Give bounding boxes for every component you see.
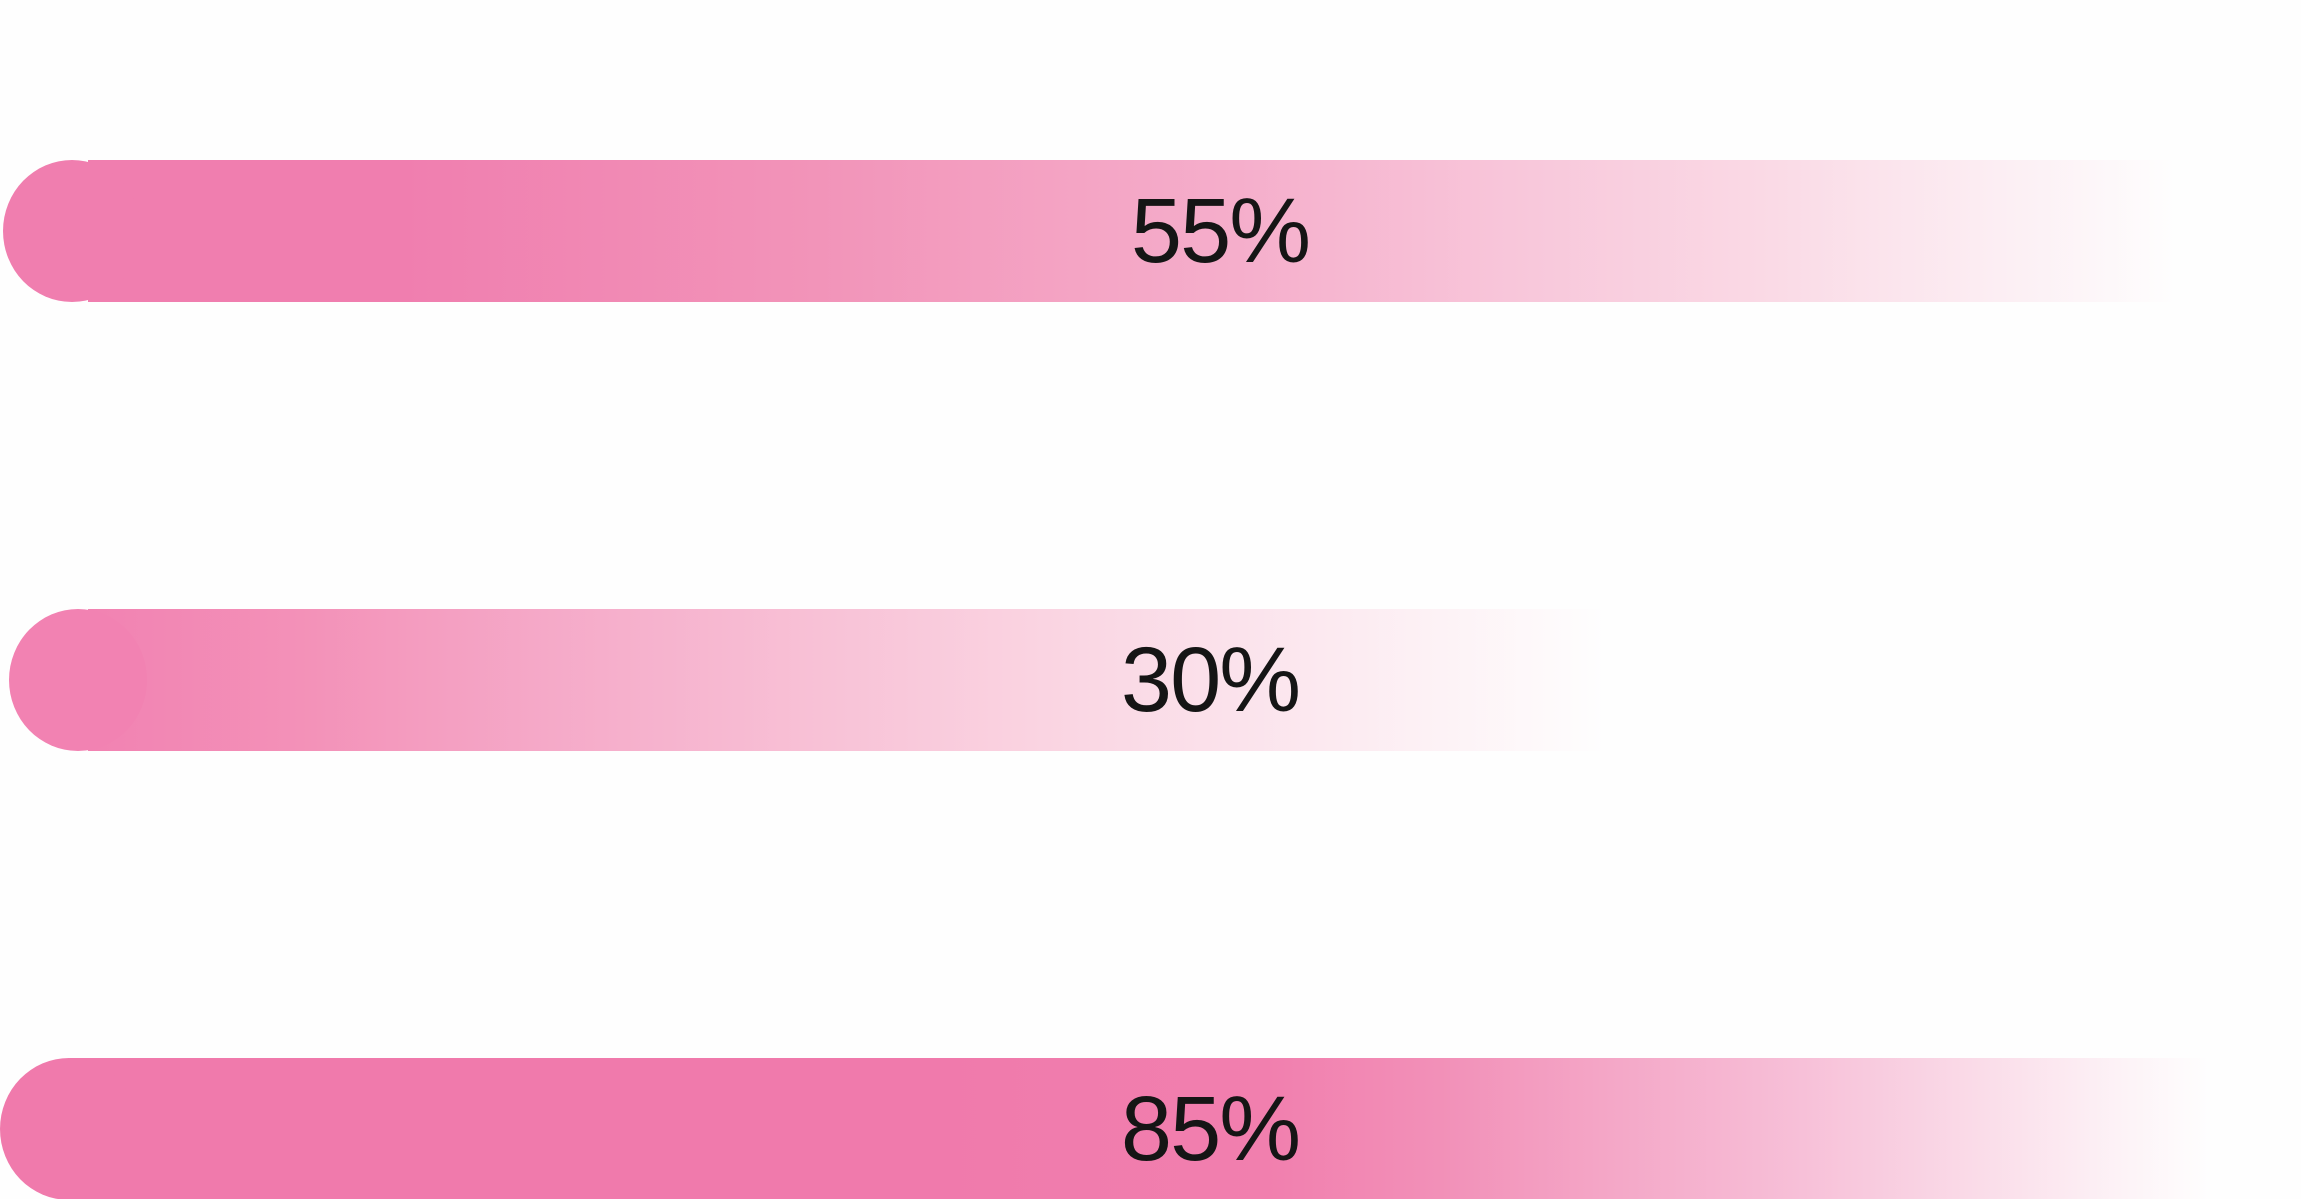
progress-bar-cap-3 [0,1058,138,1199]
progress-bar-label-3: 85% [1120,1078,1301,1180]
progress-bar-fill-2 [88,609,1608,751]
progress-bar-cap-1 [3,160,141,302]
progress-bar-fill-1 [88,160,2178,302]
progress-bar-fill-3 [70,1058,2210,1199]
progress-bar-label-1: 55% [1130,180,1311,282]
progress-bar-label-2: 30% [1120,629,1301,731]
progress-bar-cap-2 [9,609,147,751]
